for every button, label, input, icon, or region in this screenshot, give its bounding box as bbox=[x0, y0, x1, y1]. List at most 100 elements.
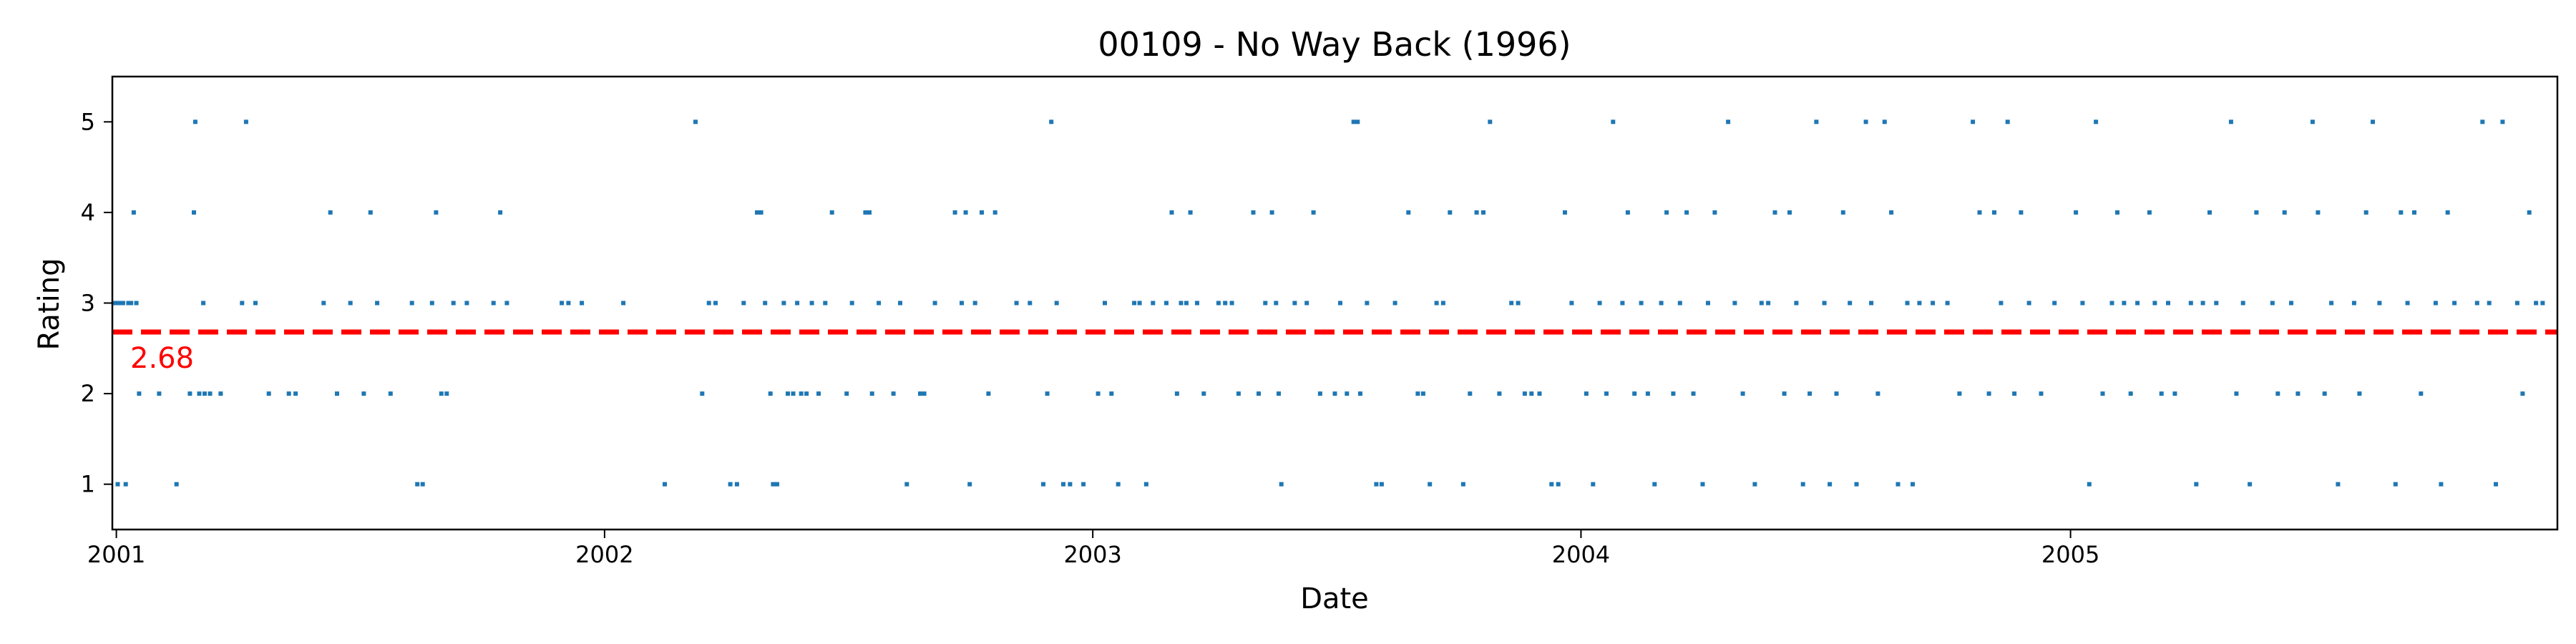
data-point bbox=[1474, 210, 1479, 215]
data-point bbox=[1236, 391, 1241, 396]
data-point bbox=[2405, 301, 2410, 306]
data-point bbox=[2094, 119, 2099, 125]
data-point bbox=[1096, 391, 1101, 396]
data-point bbox=[1584, 391, 1589, 396]
data-point bbox=[2234, 391, 2239, 396]
data-point bbox=[693, 119, 698, 125]
data-point bbox=[504, 301, 509, 306]
data-point bbox=[1800, 482, 1805, 487]
data-point bbox=[1691, 391, 1696, 396]
data-point bbox=[1889, 210, 1894, 215]
data-point bbox=[1274, 301, 1279, 306]
data-point bbox=[1263, 301, 1268, 306]
data-point bbox=[1611, 119, 1616, 125]
data-point bbox=[1358, 391, 1362, 396]
data-point bbox=[2080, 301, 2085, 306]
data-point bbox=[2500, 119, 2505, 125]
data-point bbox=[192, 210, 196, 215]
data-point bbox=[2412, 210, 2416, 215]
data-point bbox=[2100, 391, 2105, 396]
data-point bbox=[444, 391, 449, 396]
data-point bbox=[1169, 210, 1174, 215]
data-point bbox=[439, 391, 444, 396]
data-point bbox=[240, 301, 245, 306]
data-point bbox=[1652, 482, 1657, 487]
data-point bbox=[375, 301, 380, 306]
data-point bbox=[1179, 301, 1184, 306]
data-point bbox=[2439, 482, 2444, 487]
data-point bbox=[197, 391, 202, 396]
data-point bbox=[2172, 391, 2177, 396]
data-point bbox=[741, 301, 746, 306]
data-point bbox=[1905, 301, 1910, 306]
data-point bbox=[867, 210, 872, 215]
data-point bbox=[1766, 301, 1771, 306]
data-point bbox=[2534, 301, 2539, 306]
data-point bbox=[1374, 482, 1379, 487]
data-point bbox=[1103, 301, 1107, 306]
data-point bbox=[728, 482, 733, 487]
data-point bbox=[763, 301, 768, 306]
x-tick-label: 2004 bbox=[1552, 541, 1610, 568]
x-axis-label: Date bbox=[1300, 582, 1369, 615]
data-point bbox=[898, 301, 902, 306]
x-tick-label: 2003 bbox=[1063, 541, 1121, 568]
x-axis: 2001 2002 2003 2004 2005 bbox=[87, 530, 2099, 568]
data-point bbox=[986, 391, 991, 396]
data-point bbox=[1875, 391, 1880, 396]
data-point bbox=[1772, 210, 1777, 215]
data-point bbox=[1782, 391, 1787, 396]
data-point bbox=[1706, 301, 1710, 306]
data-point bbox=[1848, 301, 1853, 306]
data-point bbox=[2310, 119, 2315, 125]
data-point bbox=[1549, 482, 1554, 487]
data-point bbox=[1712, 210, 1717, 215]
data-point bbox=[1986, 391, 1991, 396]
data-point bbox=[758, 210, 763, 215]
data-point bbox=[134, 301, 139, 306]
data-point bbox=[1957, 391, 1962, 396]
data-point bbox=[115, 482, 120, 487]
data-point bbox=[1392, 301, 1397, 306]
data-point bbox=[1807, 391, 1813, 396]
y-tick-label: 2 bbox=[81, 380, 95, 407]
data-point bbox=[2540, 301, 2545, 306]
data-point bbox=[1269, 210, 1274, 215]
data-point bbox=[560, 301, 565, 306]
data-point bbox=[1684, 210, 1689, 215]
data-point bbox=[1677, 301, 1682, 306]
data-point bbox=[1195, 301, 1199, 306]
data-point bbox=[706, 301, 711, 306]
data-point bbox=[1137, 301, 1142, 306]
data-point bbox=[335, 391, 339, 396]
data-point bbox=[992, 210, 997, 215]
data-point bbox=[1045, 391, 1050, 396]
data-point bbox=[1931, 301, 1936, 306]
y-tick-label: 3 bbox=[81, 290, 95, 317]
data-point bbox=[1732, 301, 1737, 306]
data-point bbox=[129, 301, 134, 306]
data-point bbox=[2039, 391, 2044, 396]
data-point bbox=[2270, 301, 2275, 306]
data-point bbox=[1591, 482, 1596, 487]
data-point bbox=[963, 210, 968, 215]
data-point bbox=[1834, 391, 1839, 396]
data-point bbox=[2357, 391, 2362, 396]
data-point bbox=[1028, 301, 1033, 306]
data-point bbox=[700, 391, 705, 396]
data-point bbox=[1752, 482, 1757, 487]
data-point bbox=[1639, 301, 1644, 306]
data-point bbox=[2336, 482, 2341, 487]
data-point bbox=[1556, 482, 1561, 487]
data-point bbox=[266, 391, 271, 396]
data-point bbox=[2433, 301, 2438, 306]
data-point bbox=[967, 482, 972, 487]
data-point bbox=[1345, 391, 1350, 396]
data-point bbox=[1977, 210, 1982, 215]
y-axis: 1 2 3 4 5 bbox=[81, 108, 112, 498]
data-point bbox=[1379, 482, 1384, 487]
data-point bbox=[1537, 391, 1542, 396]
data-point bbox=[1014, 301, 1019, 306]
data-point bbox=[201, 301, 206, 306]
